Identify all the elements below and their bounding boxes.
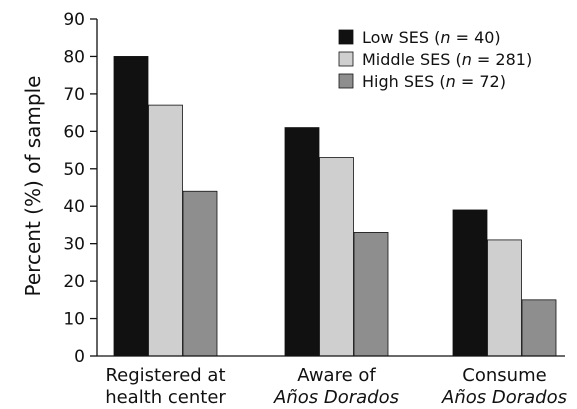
legend: Low SES (n = 40) Middle SES (n = 281) High… bbox=[338, 28, 532, 91]
y-tick-label: 70 bbox=[63, 85, 85, 105]
legend-entry: Low SES (n = 40) bbox=[362, 28, 501, 47]
bar-middle-ses-2 bbox=[319, 157, 354, 357]
legend-swatch bbox=[338, 51, 354, 67]
x-category-label-line2: health center bbox=[105, 387, 226, 408]
bar-low-ses-3 bbox=[452, 209, 488, 357]
x-category-label-line1: Consume bbox=[462, 365, 546, 386]
bar-middle-ses-3 bbox=[487, 239, 522, 357]
bars bbox=[113, 56, 557, 357]
bar-high-ses-2 bbox=[353, 232, 389, 357]
x-category-label-line1: Aware of bbox=[297, 365, 376, 386]
bar-low-ses-1 bbox=[113, 56, 149, 357]
bar-middle-ses-1 bbox=[148, 104, 183, 357]
legend-entry: High SES (n = 72) bbox=[362, 72, 506, 91]
y-axis: 0 10 20 30 40 50 60 70 80 90 bbox=[63, 10, 98, 367]
legend-swatch bbox=[338, 29, 354, 45]
bar-high-ses-3 bbox=[521, 299, 557, 357]
x-category-label-line2: Años Dorados bbox=[441, 387, 567, 408]
legend-swatch bbox=[338, 73, 354, 89]
y-tick-label: 90 bbox=[63, 10, 85, 30]
x-category-label-line2: Años Dorados bbox=[273, 387, 399, 408]
y-tick-label: 10 bbox=[63, 310, 85, 330]
bar-high-ses-1 bbox=[182, 190, 218, 357]
y-tick-label: 20 bbox=[63, 272, 85, 292]
y-tick-label: 0 bbox=[74, 347, 85, 367]
y-tick-label: 50 bbox=[63, 160, 85, 180]
y-tick-label: 30 bbox=[63, 235, 85, 255]
y-axis-title: Percent (%) of sample bbox=[21, 76, 45, 297]
x-category-label-line1: Registered at bbox=[105, 365, 225, 386]
legend-entry: Middle SES (n = 281) bbox=[362, 50, 532, 69]
bar-low-ses-2 bbox=[284, 127, 320, 357]
y-tick-label: 60 bbox=[63, 122, 85, 142]
y-tick-label: 80 bbox=[63, 47, 85, 67]
y-tick-label: 40 bbox=[63, 197, 85, 217]
